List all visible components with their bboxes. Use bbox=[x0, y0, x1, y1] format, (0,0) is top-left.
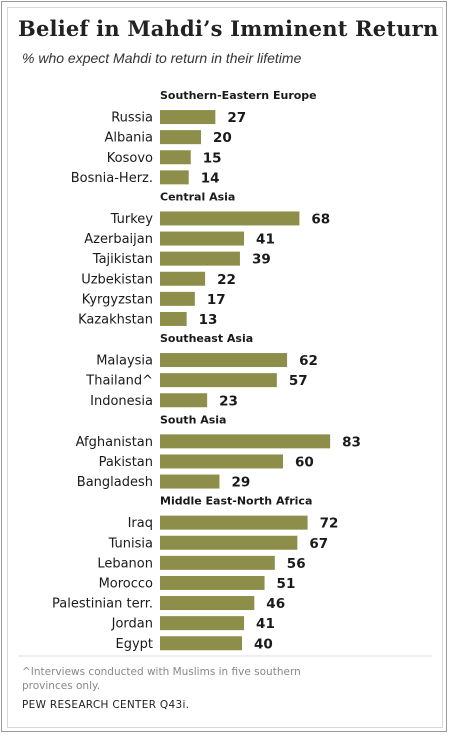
value-label: 39 bbox=[252, 252, 271, 268]
category-label: Iraq bbox=[128, 516, 153, 531]
value-label: 57 bbox=[289, 373, 308, 389]
group-header: Middle East-North Africa bbox=[160, 495, 312, 508]
value-label: 56 bbox=[287, 556, 306, 572]
category-label: Bangladesh bbox=[77, 475, 153, 490]
group-header: Southern-Eastern Europe bbox=[160, 89, 317, 102]
bar bbox=[160, 575, 265, 590]
bar bbox=[160, 636, 242, 651]
bar bbox=[160, 150, 191, 165]
value-label: 20 bbox=[213, 130, 232, 146]
bar bbox=[160, 110, 216, 125]
value-label: 41 bbox=[256, 616, 275, 632]
bar bbox=[160, 130, 201, 145]
category-label: Kyrgyzstan bbox=[82, 292, 153, 307]
bar bbox=[160, 515, 308, 530]
value-label: 40 bbox=[254, 636, 273, 652]
category-label: Thailand^ bbox=[85, 374, 153, 389]
value-label: 60 bbox=[295, 454, 314, 470]
category-label: Tunisia bbox=[108, 536, 153, 551]
bar bbox=[160, 393, 208, 408]
bar bbox=[160, 170, 189, 185]
value-label: 83 bbox=[342, 434, 361, 450]
chart-title: Belief in Mahdi’s Imminent Return bbox=[18, 16, 439, 41]
bar bbox=[160, 535, 298, 550]
category-label: Indonesia bbox=[90, 394, 153, 409]
category-label: Lebanon bbox=[97, 556, 153, 571]
category-label: Afghanistan bbox=[76, 435, 153, 450]
category-label: Tajikistan bbox=[92, 252, 153, 267]
bar bbox=[160, 454, 283, 469]
value-label: 68 bbox=[311, 211, 330, 227]
value-label: 13 bbox=[199, 312, 218, 328]
category-label: Turkey bbox=[110, 212, 154, 227]
bar bbox=[160, 211, 300, 226]
category-label: Pakistan bbox=[99, 455, 153, 470]
value-label: 46 bbox=[266, 596, 285, 612]
chart-source: PEW RESEARCH CENTER Q43i. bbox=[22, 699, 190, 711]
bar bbox=[160, 434, 331, 449]
value-label: 67 bbox=[309, 536, 328, 552]
value-label: 41 bbox=[256, 232, 275, 248]
chart-subtitle: % who expect Mahdi to return in their li… bbox=[22, 50, 302, 66]
category-label: Palestinian terr. bbox=[52, 597, 153, 612]
bar bbox=[160, 271, 206, 286]
chart-frame-inner bbox=[7, 7, 443, 728]
category-label: Bosnia-Herz. bbox=[71, 171, 153, 186]
value-label: 23 bbox=[219, 393, 238, 409]
value-label: 22 bbox=[217, 272, 236, 288]
value-label: 62 bbox=[299, 353, 318, 369]
value-label: 17 bbox=[207, 292, 226, 308]
category-label: Azerbaijan bbox=[84, 232, 153, 247]
category-label: Albania bbox=[104, 131, 153, 146]
category-label: Kosovo bbox=[107, 151, 153, 166]
bar bbox=[160, 474, 220, 489]
bar bbox=[160, 311, 187, 326]
group-header: Central Asia bbox=[160, 190, 235, 203]
value-label: 14 bbox=[201, 170, 220, 186]
value-label: 29 bbox=[231, 475, 250, 491]
category-label: Egypt bbox=[115, 637, 153, 652]
value-label: 72 bbox=[320, 516, 339, 532]
group-header: South Asia bbox=[160, 413, 226, 426]
category-label: Russia bbox=[111, 111, 153, 126]
value-label: 51 bbox=[277, 576, 296, 592]
bar bbox=[160, 555, 275, 570]
category-label: Jordan bbox=[111, 617, 153, 632]
category-label: Morocco bbox=[99, 576, 153, 591]
bar bbox=[160, 616, 245, 631]
bar bbox=[160, 231, 245, 246]
chart-footnote: ^Interviews conducted with Muslims in fi… bbox=[22, 666, 301, 692]
bar bbox=[160, 291, 195, 306]
category-label: Malaysia bbox=[96, 354, 153, 369]
group-header: Southeast Asia bbox=[160, 332, 253, 345]
bar bbox=[160, 596, 255, 611]
category-label: Kazakhstan bbox=[78, 312, 153, 327]
category-label: Uzbekistan bbox=[81, 272, 153, 287]
bar bbox=[160, 373, 277, 388]
value-label: 15 bbox=[203, 150, 222, 166]
bar bbox=[160, 251, 240, 266]
bar bbox=[160, 353, 288, 368]
value-label: 27 bbox=[227, 110, 246, 126]
